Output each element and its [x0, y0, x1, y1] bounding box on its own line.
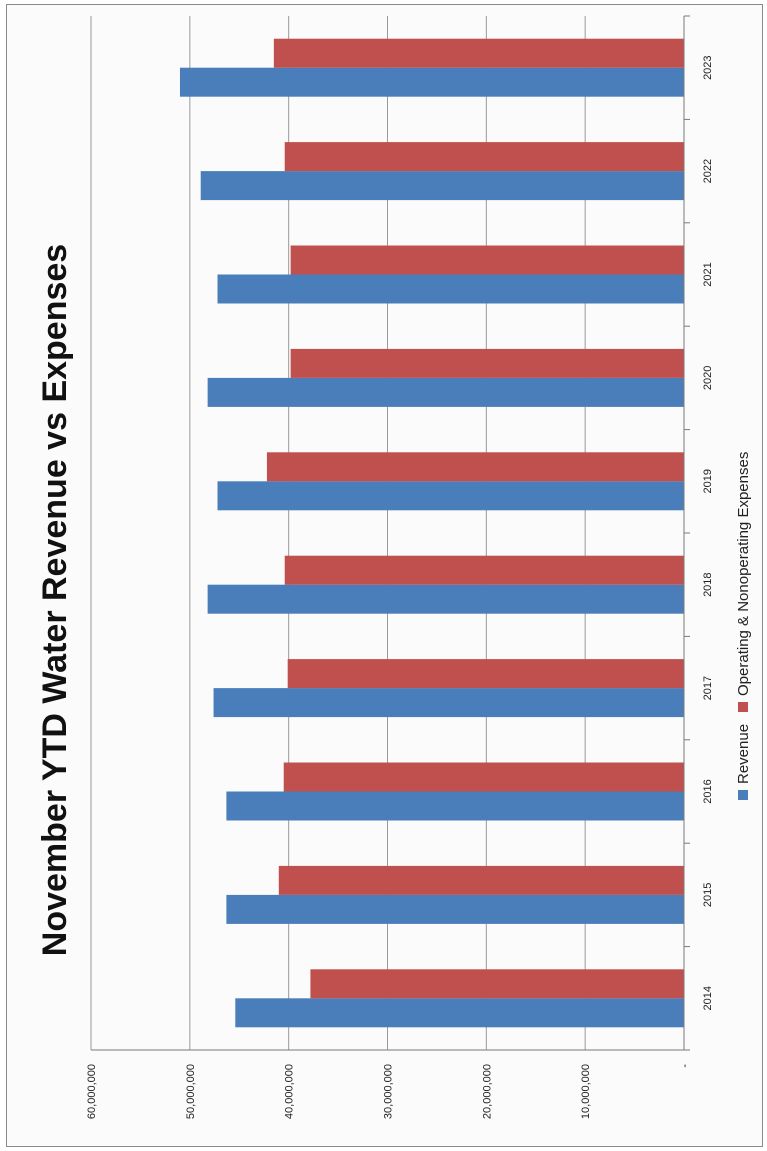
category-label: 2023	[702, 55, 714, 79]
expenses-bar	[284, 555, 684, 585]
expenses-bar	[287, 659, 684, 689]
legend-label: Operating & Nonoperating Expenses	[735, 452, 752, 696]
y-tick-label: -	[679, 1064, 691, 1068]
expenses-bar	[273, 38, 684, 68]
expenses-bar	[283, 762, 684, 792]
category-label: 2022	[702, 159, 714, 183]
revenue-bar	[207, 584, 684, 614]
revenue-bar	[226, 791, 684, 821]
revenue-bar	[217, 481, 685, 511]
revenue-bar	[226, 894, 684, 924]
legend-label: Revenue	[735, 724, 752, 784]
y-tick-label: 10,000,000	[580, 1064, 592, 1119]
category-label: 2017	[702, 676, 714, 700]
category-label: 2014	[702, 986, 714, 1010]
axes: - 10,000,000 20,000,000 30,000,000 40,000,00…	[86, 15, 714, 1119]
legend: Revenue Operating & Nonoperating Expenses	[735, 452, 752, 800]
category-label: 2019	[702, 469, 714, 493]
y-tick-label: 30,000,000	[383, 1064, 395, 1119]
expenses-bar	[290, 348, 684, 378]
chart-title: November YTD Water Revenue vs Expenses	[36, 244, 74, 956]
revenue-bar	[179, 67, 684, 97]
y-tick-label: 50,000,000	[185, 1064, 197, 1119]
expenses-bar	[290, 245, 684, 275]
category-label: 2020	[702, 366, 714, 390]
category-label: 2021	[702, 262, 714, 286]
y-tick-label: 40,000,000	[284, 1064, 296, 1119]
expenses-bar	[278, 865, 684, 895]
legend-swatch	[738, 702, 748, 712]
revenue-bar	[235, 998, 684, 1028]
expenses-bar	[310, 969, 684, 999]
expenses-bar	[284, 142, 684, 172]
bars	[179, 38, 685, 1028]
category-label: 2016	[702, 779, 714, 803]
category-label: 2015	[702, 883, 714, 907]
category-label: 2018	[702, 572, 714, 596]
y-tick-label: 20,000,000	[481, 1064, 493, 1119]
expenses-bar	[266, 452, 684, 482]
y-tick-label: 60,000,000	[86, 1064, 98, 1119]
legend-swatch	[738, 790, 748, 800]
revenue-bar	[207, 377, 684, 407]
revenue-bar	[200, 171, 684, 201]
revenue-bar	[217, 274, 685, 304]
revenue-bar	[213, 688, 684, 718]
